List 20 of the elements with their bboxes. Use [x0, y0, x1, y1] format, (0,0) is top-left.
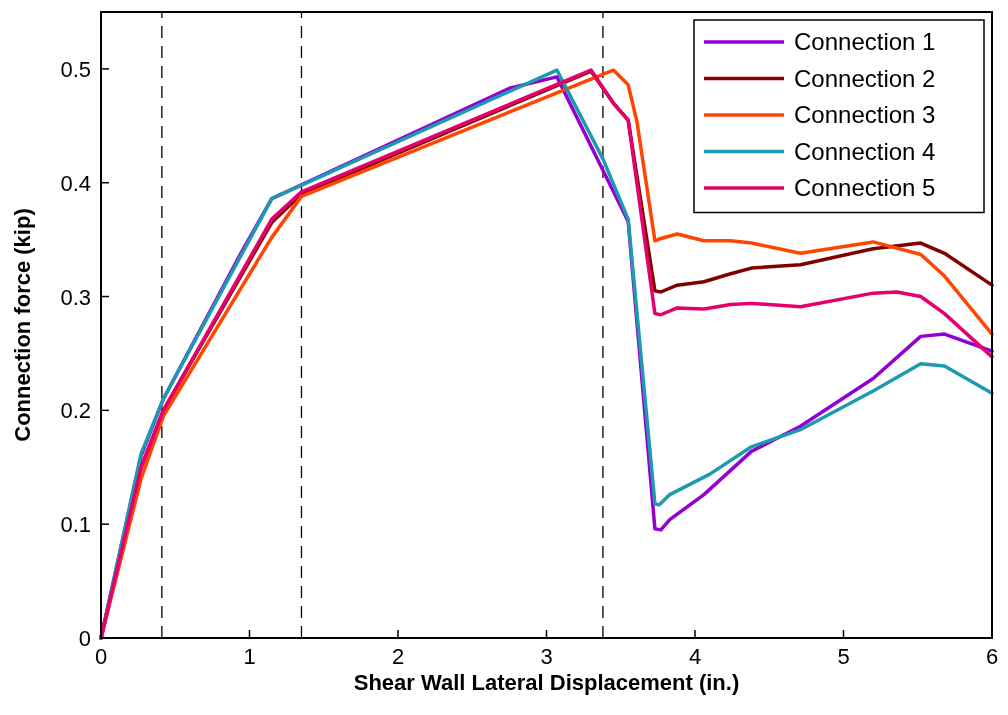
y-axis-title: Connection force (kip)	[10, 208, 35, 442]
legend-label: Connection 2	[794, 64, 936, 92]
x-tick-label: 3	[540, 644, 553, 669]
x-tick-label: 1	[243, 644, 256, 669]
legend-label: Connection 3	[794, 101, 936, 128]
y-tick-label: 0.2	[60, 398, 91, 424]
x-tick-label: 5	[837, 644, 850, 669]
legend-label: Connection 5	[794, 174, 936, 201]
x-axis-title: Shear Wall Lateral Displacement (in.)	[353, 670, 740, 695]
y-tick-label: 0	[78, 626, 91, 651]
y-tick-label: 0.4	[60, 170, 91, 196]
x-tick-label: 0	[94, 644, 108, 669]
x-tick-label: 6	[985, 644, 999, 669]
y-tick-label: 0.3	[60, 284, 91, 310]
legend-label: Connection 1	[794, 28, 936, 55]
legend-label: Connection 4	[794, 137, 936, 165]
y-tick-label: 0.5	[60, 56, 91, 82]
x-tick-label: 2	[391, 644, 405, 669]
y-tick-label: 0.1	[60, 512, 91, 538]
x-tick-label: 4	[688, 644, 702, 669]
